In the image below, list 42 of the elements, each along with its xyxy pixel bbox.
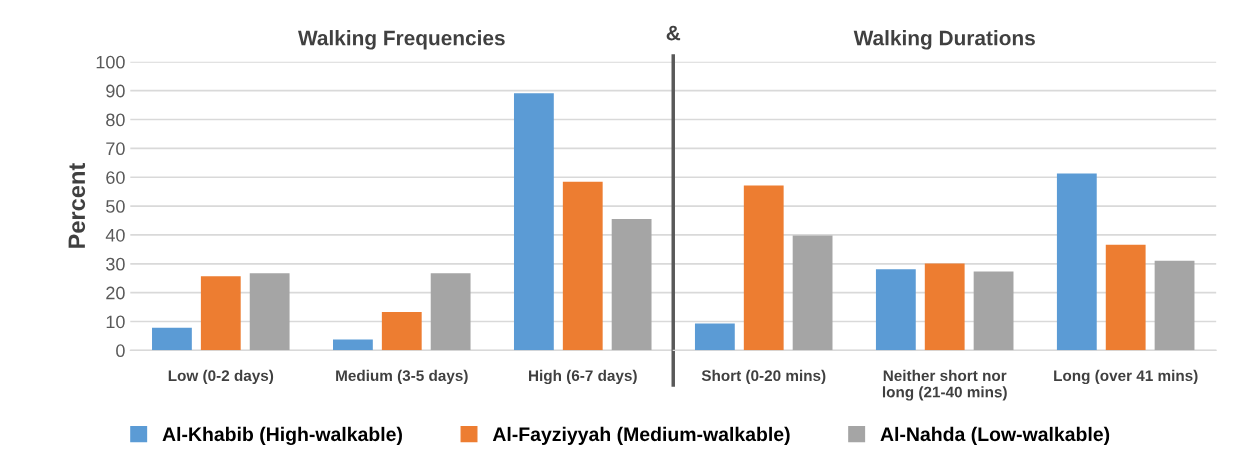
bar	[562, 181, 603, 351]
y-tick-label: 50	[106, 200, 125, 213]
legend-label: Al-Khabib (High-walkable)	[162, 426, 402, 446]
y-tick-label: 10	[106, 315, 125, 329]
bar	[333, 339, 373, 351]
y-tick-label: 30	[106, 257, 125, 271]
y-axis-title: Percent	[68, 163, 86, 248]
legend-label: Al-Fayziyyah (Medium-walkable)	[492, 426, 790, 445]
bar	[792, 235, 833, 351]
bar	[611, 219, 652, 351]
bar	[1154, 260, 1195, 351]
x-tick-label: Short (0-20 mins)	[701, 369, 826, 385]
bar	[924, 263, 965, 351]
bar	[743, 185, 784, 351]
y-tick-label: 100	[96, 55, 125, 69]
x-tick-label: Neither short nor long (21-40 mins)	[882, 369, 1007, 401]
x-tick-label: Low (0-2 days)	[168, 369, 274, 385]
x-tick-label: Long (over 41 mins)	[1054, 369, 1198, 385]
bar	[1056, 173, 1097, 351]
bar	[513, 93, 554, 351]
y-tick-label: 20	[106, 286, 125, 300]
bar	[694, 323, 735, 351]
bar	[875, 269, 916, 351]
bar	[973, 271, 1014, 351]
y-tick-label: 0	[116, 344, 125, 358]
chart-title: Walking Frequencies	[298, 30, 505, 50]
text: &	[666, 25, 681, 41]
bar	[249, 273, 290, 351]
bar	[200, 276, 241, 351]
y-tick-label: 40	[105, 228, 125, 242]
chart-title: Walking Durations	[853, 30, 1035, 50]
bar	[1105, 244, 1146, 351]
y-tick-label: 90	[106, 84, 125, 98]
y-tick-label: 60	[106, 171, 125, 184]
bar	[152, 327, 192, 351]
y-tick-label: 70	[106, 142, 125, 156]
x-tick-label: High (6-7 days)	[529, 369, 637, 385]
bar	[381, 311, 422, 351]
bar	[430, 273, 471, 351]
y-tick-label: 80	[106, 113, 125, 127]
legend-label: Al-Nahda (Low-walkable)	[880, 426, 1110, 445]
x-tick-label: Medium (3-5 days)	[336, 369, 468, 385]
